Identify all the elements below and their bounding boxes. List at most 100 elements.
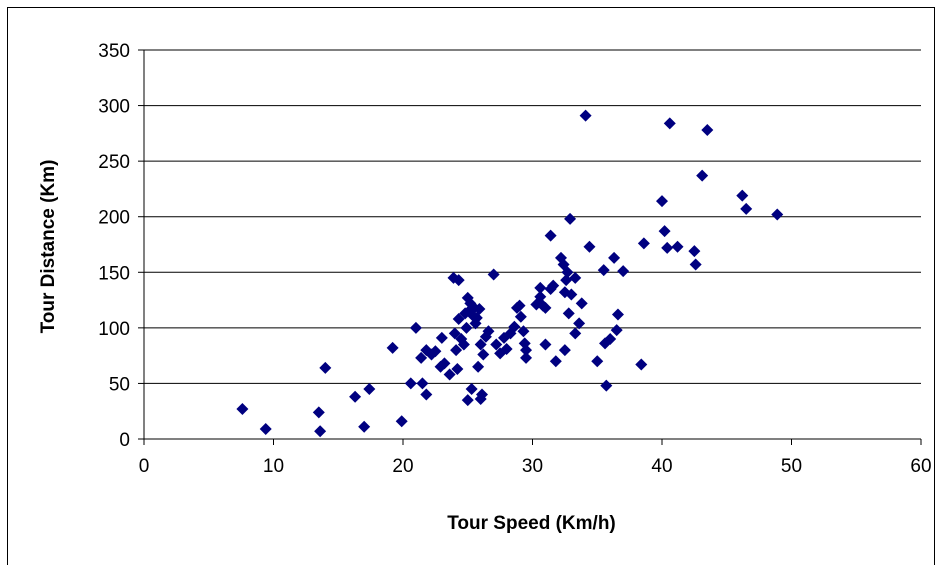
axes (138, 49, 922, 445)
tick-labels: 0 50 100 150 200 250 300 350 0 10 20 30 40 50 60 (98, 41, 931, 477)
y-tick-label: 250 (98, 152, 130, 173)
data-point (508, 320, 521, 333)
data-point (482, 325, 495, 338)
x-tick-label: 10 (263, 456, 284, 477)
data-points (236, 109, 784, 438)
data-point (583, 240, 596, 253)
data-point (319, 361, 332, 374)
data-point (610, 324, 623, 337)
data-point (579, 109, 592, 122)
data-point (608, 251, 621, 264)
data-point (558, 344, 571, 357)
data-point (500, 342, 513, 355)
data-point (544, 229, 557, 242)
data-point (473, 302, 486, 315)
data-point (635, 358, 648, 371)
data-point (661, 241, 674, 254)
data-point (314, 425, 327, 438)
data-point (236, 402, 249, 415)
data-point (597, 264, 610, 277)
data-point (450, 344, 463, 357)
data-point (656, 195, 668, 208)
data-point (460, 321, 473, 334)
data-point (435, 331, 448, 344)
data-point (701, 124, 714, 137)
data-point (573, 317, 586, 330)
data-point (517, 325, 530, 338)
data-point (549, 355, 562, 368)
data-point (562, 307, 575, 320)
y-tick-label: 50 (109, 374, 130, 395)
data-point (569, 271, 582, 284)
y-tick-label: 300 (98, 97, 130, 118)
data-point (771, 208, 784, 221)
x-tick-label: 50 (781, 456, 802, 477)
data-point (520, 351, 533, 364)
data-point (513, 299, 526, 312)
data-point (600, 379, 613, 392)
data-point (358, 420, 371, 433)
data-point (611, 308, 624, 321)
data-point (561, 266, 574, 279)
data-point (688, 245, 701, 258)
data-point (259, 422, 272, 435)
y-tick-label: 100 (98, 319, 130, 340)
data-point (438, 357, 451, 370)
data-point (395, 415, 408, 428)
data-point (472, 360, 485, 373)
data-point (474, 392, 487, 405)
data-point (617, 265, 630, 278)
data-point (465, 382, 478, 395)
data-point (663, 117, 676, 130)
data-point (604, 332, 617, 345)
data-point (637, 237, 650, 250)
x-tick-label: 30 (522, 456, 543, 477)
data-point (386, 341, 399, 354)
x-tick-label: 20 (392, 456, 413, 477)
data-point (514, 310, 527, 323)
data-point (560, 274, 573, 287)
data-point (736, 189, 749, 202)
data-point (547, 279, 560, 292)
data-point (416, 377, 429, 390)
gridlines (144, 49, 921, 384)
data-point (404, 377, 417, 390)
data-point (363, 382, 376, 395)
data-point (534, 290, 547, 303)
data-point (451, 362, 464, 375)
data-point (409, 321, 422, 334)
data-point (569, 327, 582, 340)
x-tick-label: 40 (651, 456, 672, 477)
data-point (575, 297, 588, 310)
data-point (534, 281, 547, 294)
data-point (312, 406, 325, 419)
data-point (740, 202, 753, 215)
data-point (429, 345, 442, 358)
data-point (564, 212, 577, 225)
data-point (452, 274, 465, 287)
data-point (565, 288, 578, 301)
x-tick-label: 0 (139, 456, 150, 477)
y-tick-label: 200 (98, 208, 130, 229)
data-point (591, 355, 604, 368)
x-axis-title: Tour Speed (Km/h) (447, 513, 616, 534)
data-point (443, 368, 456, 381)
data-point (487, 268, 500, 281)
data-point (420, 388, 433, 401)
data-point (658, 225, 671, 238)
data-point (349, 390, 362, 403)
data-point (474, 338, 487, 351)
x-tick-label: 60 (910, 456, 931, 477)
data-point (696, 169, 709, 182)
data-point (457, 338, 470, 351)
data-point (689, 258, 702, 271)
data-point (539, 301, 552, 314)
data-point (461, 394, 474, 407)
y-axis-title: Tour Distance (Km) (38, 160, 59, 334)
data-point (490, 338, 503, 351)
data-point (520, 344, 533, 357)
data-point (452, 312, 465, 325)
data-point (470, 311, 483, 324)
y-tick-label: 150 (98, 263, 130, 284)
